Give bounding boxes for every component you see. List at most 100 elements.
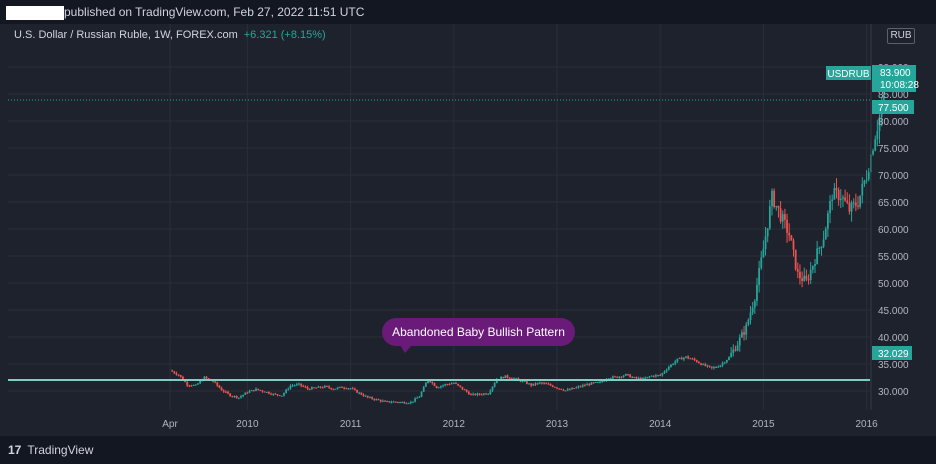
candle-body	[842, 197, 844, 199]
candle-body	[313, 387, 315, 389]
candle-body	[672, 363, 674, 365]
y-tick-label: 40.000	[878, 333, 909, 344]
candle-body	[633, 377, 636, 379]
candle-body	[629, 374, 631, 378]
candle-body	[736, 345, 739, 351]
candle-body	[472, 393, 475, 395]
candle-body	[240, 396, 242, 398]
candle-body	[857, 205, 859, 207]
candle-body	[354, 388, 356, 390]
chart-area[interactable]	[0, 24, 936, 436]
candle-body	[225, 391, 227, 393]
candle-body	[433, 383, 436, 387]
candle-body	[375, 399, 378, 401]
candle-body	[803, 275, 806, 281]
candle-body	[547, 383, 550, 385]
candle-body	[667, 366, 670, 370]
candle-body	[248, 391, 251, 393]
candle-body	[179, 374, 182, 377]
candle-body	[648, 376, 651, 378]
candle-body	[708, 365, 711, 367]
candle-body	[859, 195, 862, 207]
candle-body	[586, 384, 588, 386]
candle-body	[233, 395, 236, 397]
tradingview-brand[interactable]: 17 TradingView	[8, 443, 93, 457]
candle-body	[607, 378, 610, 380]
candle-body	[631, 377, 634, 379]
candle-body	[306, 387, 309, 389]
candle-body	[775, 205, 778, 208]
candle-body	[379, 399, 382, 402]
candle-body	[794, 249, 797, 270]
candle-body	[659, 375, 662, 377]
brand-name: TradingView	[27, 443, 94, 457]
candle-body	[745, 324, 748, 335]
x-tick-label: 2010	[236, 419, 259, 430]
candle-body	[556, 387, 558, 389]
candle-body	[663, 371, 666, 374]
candle-body	[287, 388, 290, 390]
candle-body	[725, 359, 728, 363]
candle-body	[285, 389, 287, 394]
candle-body	[627, 374, 629, 376]
candle-body	[584, 385, 586, 387]
candle-body	[646, 376, 649, 378]
candle-body	[190, 385, 193, 387]
candle-body	[695, 360, 698, 363]
candle-body	[652, 375, 655, 377]
price-chart[interactable]: 30.000 35.000 40.000 45.000 50.000 55.000 60.0…	[0, 0, 936, 436]
candle-body	[384, 400, 386, 402]
candle-body	[874, 139, 877, 151]
candle-body	[786, 219, 788, 233]
candle-body	[295, 384, 298, 386]
x-tick-label: 2015	[752, 419, 775, 430]
grid	[8, 24, 870, 410]
candle-body	[171, 370, 174, 372]
candle-body	[822, 239, 825, 247]
candle-body	[474, 393, 477, 396]
x-tick-label: 2013	[546, 419, 569, 430]
candle-body	[878, 116, 881, 132]
candle-body	[784, 214, 786, 220]
candle-body	[244, 392, 247, 395]
candle-body	[734, 349, 737, 351]
candle-body	[814, 264, 816, 266]
candle-body	[569, 389, 571, 391]
candle-body	[194, 384, 197, 386]
candle-body	[771, 190, 773, 207]
candle-body	[764, 236, 767, 249]
candle-body	[184, 380, 186, 382]
candle-body	[246, 392, 249, 394]
candle-body	[575, 387, 578, 389]
candle-body	[687, 356, 690, 359]
x-tick-label: 2016	[855, 419, 878, 430]
candle-body	[650, 375, 653, 377]
candle-body	[801, 278, 803, 281]
candle-body	[577, 386, 580, 388]
candle-body	[811, 265, 814, 270]
candle-body	[639, 378, 642, 380]
annotation-text: Abandoned Baby Bullish Pattern	[392, 325, 565, 339]
candle-body	[489, 390, 492, 394]
candle-body	[197, 383, 199, 385]
candle-body	[560, 388, 563, 390]
candle-body	[596, 382, 599, 384]
support-tag	[872, 346, 912, 360]
candle-body	[730, 352, 733, 358]
candle-body	[229, 393, 232, 397]
candle-body	[293, 385, 296, 387]
candle-body	[227, 391, 229, 394]
candle-body	[218, 385, 221, 388]
candle-body	[250, 390, 253, 392]
symbol-tag	[826, 66, 871, 80]
candle-body	[455, 382, 457, 384]
candle-body	[255, 388, 257, 391]
candle-body	[257, 388, 260, 390]
currency-badge[interactable]: RUB	[887, 28, 915, 44]
candle-body	[624, 374, 627, 376]
candle-body	[242, 394, 244, 397]
candle-body	[446, 384, 449, 386]
candle-body	[222, 390, 225, 392]
candle-body	[816, 248, 819, 265]
candle-body	[407, 403, 410, 405]
